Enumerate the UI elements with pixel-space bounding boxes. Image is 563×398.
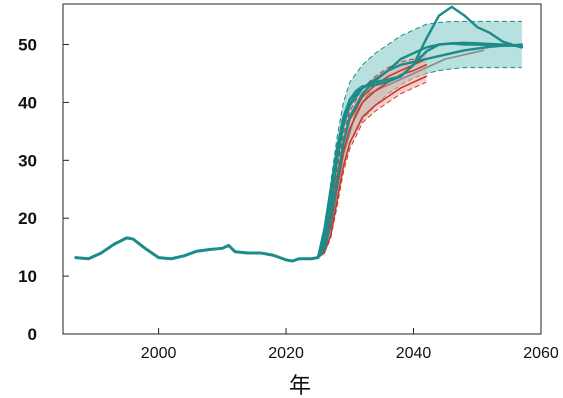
x-tick-label: 2040 xyxy=(396,345,432,362)
confidence-band-1 xyxy=(317,21,522,258)
y-tick-label: 50 xyxy=(18,36,37,55)
y-ticks: 0 10 20 30 40 50 xyxy=(18,36,69,344)
x-tick-label: 2000 xyxy=(141,345,177,362)
band-lower-edge-2 xyxy=(317,81,427,258)
y-tick-label: 0 xyxy=(28,325,37,344)
x-axis-title: 年 xyxy=(289,373,311,398)
series-line-9 xyxy=(317,49,485,259)
plot-frame xyxy=(62,3,542,335)
y-tick-label: 40 xyxy=(18,93,37,112)
y-tick-label: 10 xyxy=(18,267,37,286)
x-tick-label: 2060 xyxy=(523,345,559,362)
x-tick-label: 2020 xyxy=(268,345,304,362)
series-lines xyxy=(74,5,524,263)
series-line-8 xyxy=(317,75,428,259)
x-ticks: 2000 2020 2040 2060 xyxy=(141,328,559,362)
band-upper-edge-1 xyxy=(317,20,522,258)
axes xyxy=(62,3,542,335)
y-tick-label: 20 xyxy=(18,209,37,228)
series-line-5 xyxy=(316,42,524,259)
y-tick-label: 30 xyxy=(18,151,37,170)
series-line-1 xyxy=(74,236,320,263)
